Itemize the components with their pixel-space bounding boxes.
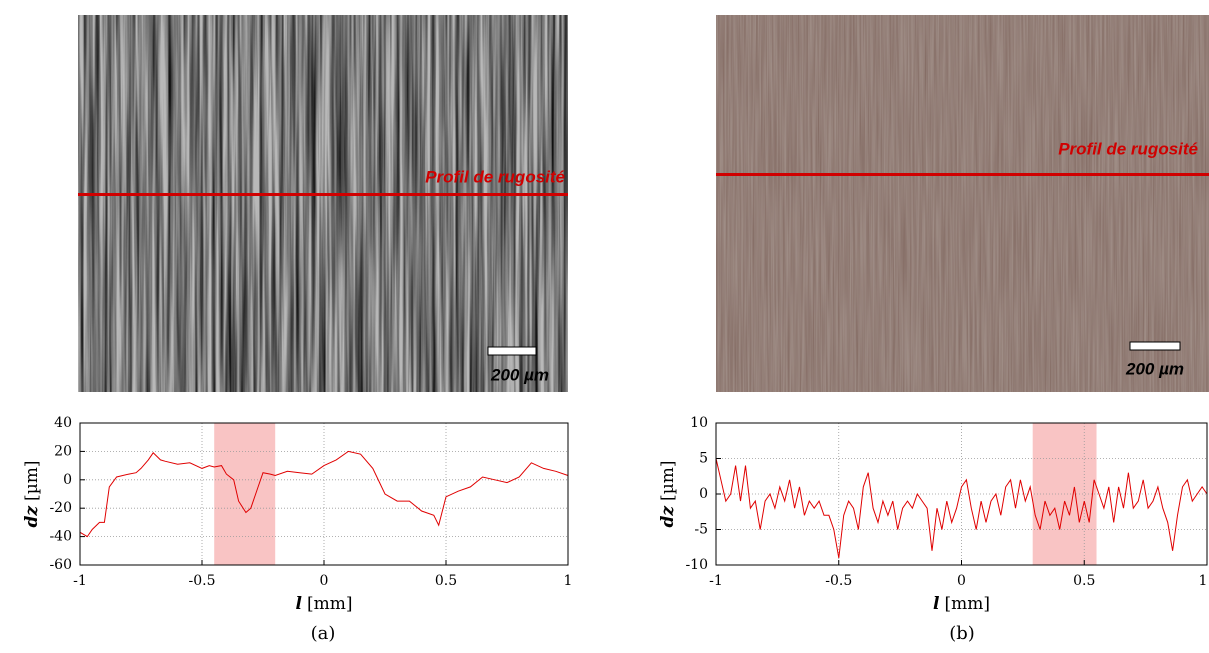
x-tick-label: 0.5 bbox=[435, 573, 457, 589]
profile-line bbox=[79, 450, 569, 538]
x-label-unit: [mm] bbox=[944, 594, 990, 614]
y-tick-label: 0 bbox=[699, 486, 708, 502]
scale-bar-label: 200 µm bbox=[1125, 359, 1184, 378]
x-label-unit: [mm] bbox=[307, 594, 353, 614]
x-tick-label: -1 bbox=[73, 573, 87, 589]
x-tick-label: 0 bbox=[957, 573, 966, 589]
y-tick-label: -40 bbox=[49, 529, 72, 545]
y-tick-label: -5 bbox=[694, 522, 708, 538]
y-tick-label: -20 bbox=[49, 500, 72, 516]
micrograph-b bbox=[716, 15, 1209, 392]
highlight-span bbox=[214, 423, 276, 565]
y-label-symbol: dz bbox=[22, 506, 42, 528]
y-tick-label: 20 bbox=[54, 443, 72, 459]
profile-annotation: Profil de rugosité bbox=[425, 167, 565, 186]
y-tick-label: 40 bbox=[54, 415, 72, 431]
plot-frame bbox=[715, 422, 1208, 566]
y-tick-label: 10 bbox=[690, 415, 708, 431]
x-label-symbol: l bbox=[296, 594, 303, 614]
y-label-symbol: dz bbox=[658, 506, 678, 528]
caption: (a) bbox=[311, 623, 336, 644]
x-tick-label: -0.5 bbox=[189, 573, 216, 589]
scale-bar-label: 200 µm bbox=[490, 365, 549, 384]
micrograph-a bbox=[78, 15, 568, 392]
x-axis-label: l [mm] bbox=[296, 594, 353, 614]
profile-line bbox=[715, 458, 1208, 558]
x-tick-label: 1 bbox=[1199, 573, 1208, 589]
plot-frame bbox=[79, 422, 569, 566]
y-axis-label: dz [µm] bbox=[658, 461, 678, 528]
profile-annotation: Profil de rugosité bbox=[1058, 139, 1198, 158]
x-tick-label: 0 bbox=[320, 573, 329, 589]
y-label-unit: [µm] bbox=[658, 461, 678, 501]
x-tick-label: -1 bbox=[709, 573, 723, 589]
caption: (b) bbox=[949, 623, 975, 644]
y-tick-label: 5 bbox=[699, 451, 708, 467]
x-label-symbol: l bbox=[933, 594, 940, 614]
y-tick-label: 0 bbox=[63, 472, 72, 488]
x-tick-label: 1 bbox=[564, 573, 573, 589]
x-tick-label: 0.5 bbox=[1073, 573, 1095, 589]
y-label-unit: [µm] bbox=[22, 461, 42, 501]
x-axis-label: l [mm] bbox=[933, 594, 990, 614]
y-tick-label: -60 bbox=[49, 557, 72, 573]
x-tick-label: -0.5 bbox=[825, 573, 852, 589]
y-axis-label: dz [µm] bbox=[22, 461, 42, 528]
y-tick-label: -10 bbox=[685, 557, 708, 573]
